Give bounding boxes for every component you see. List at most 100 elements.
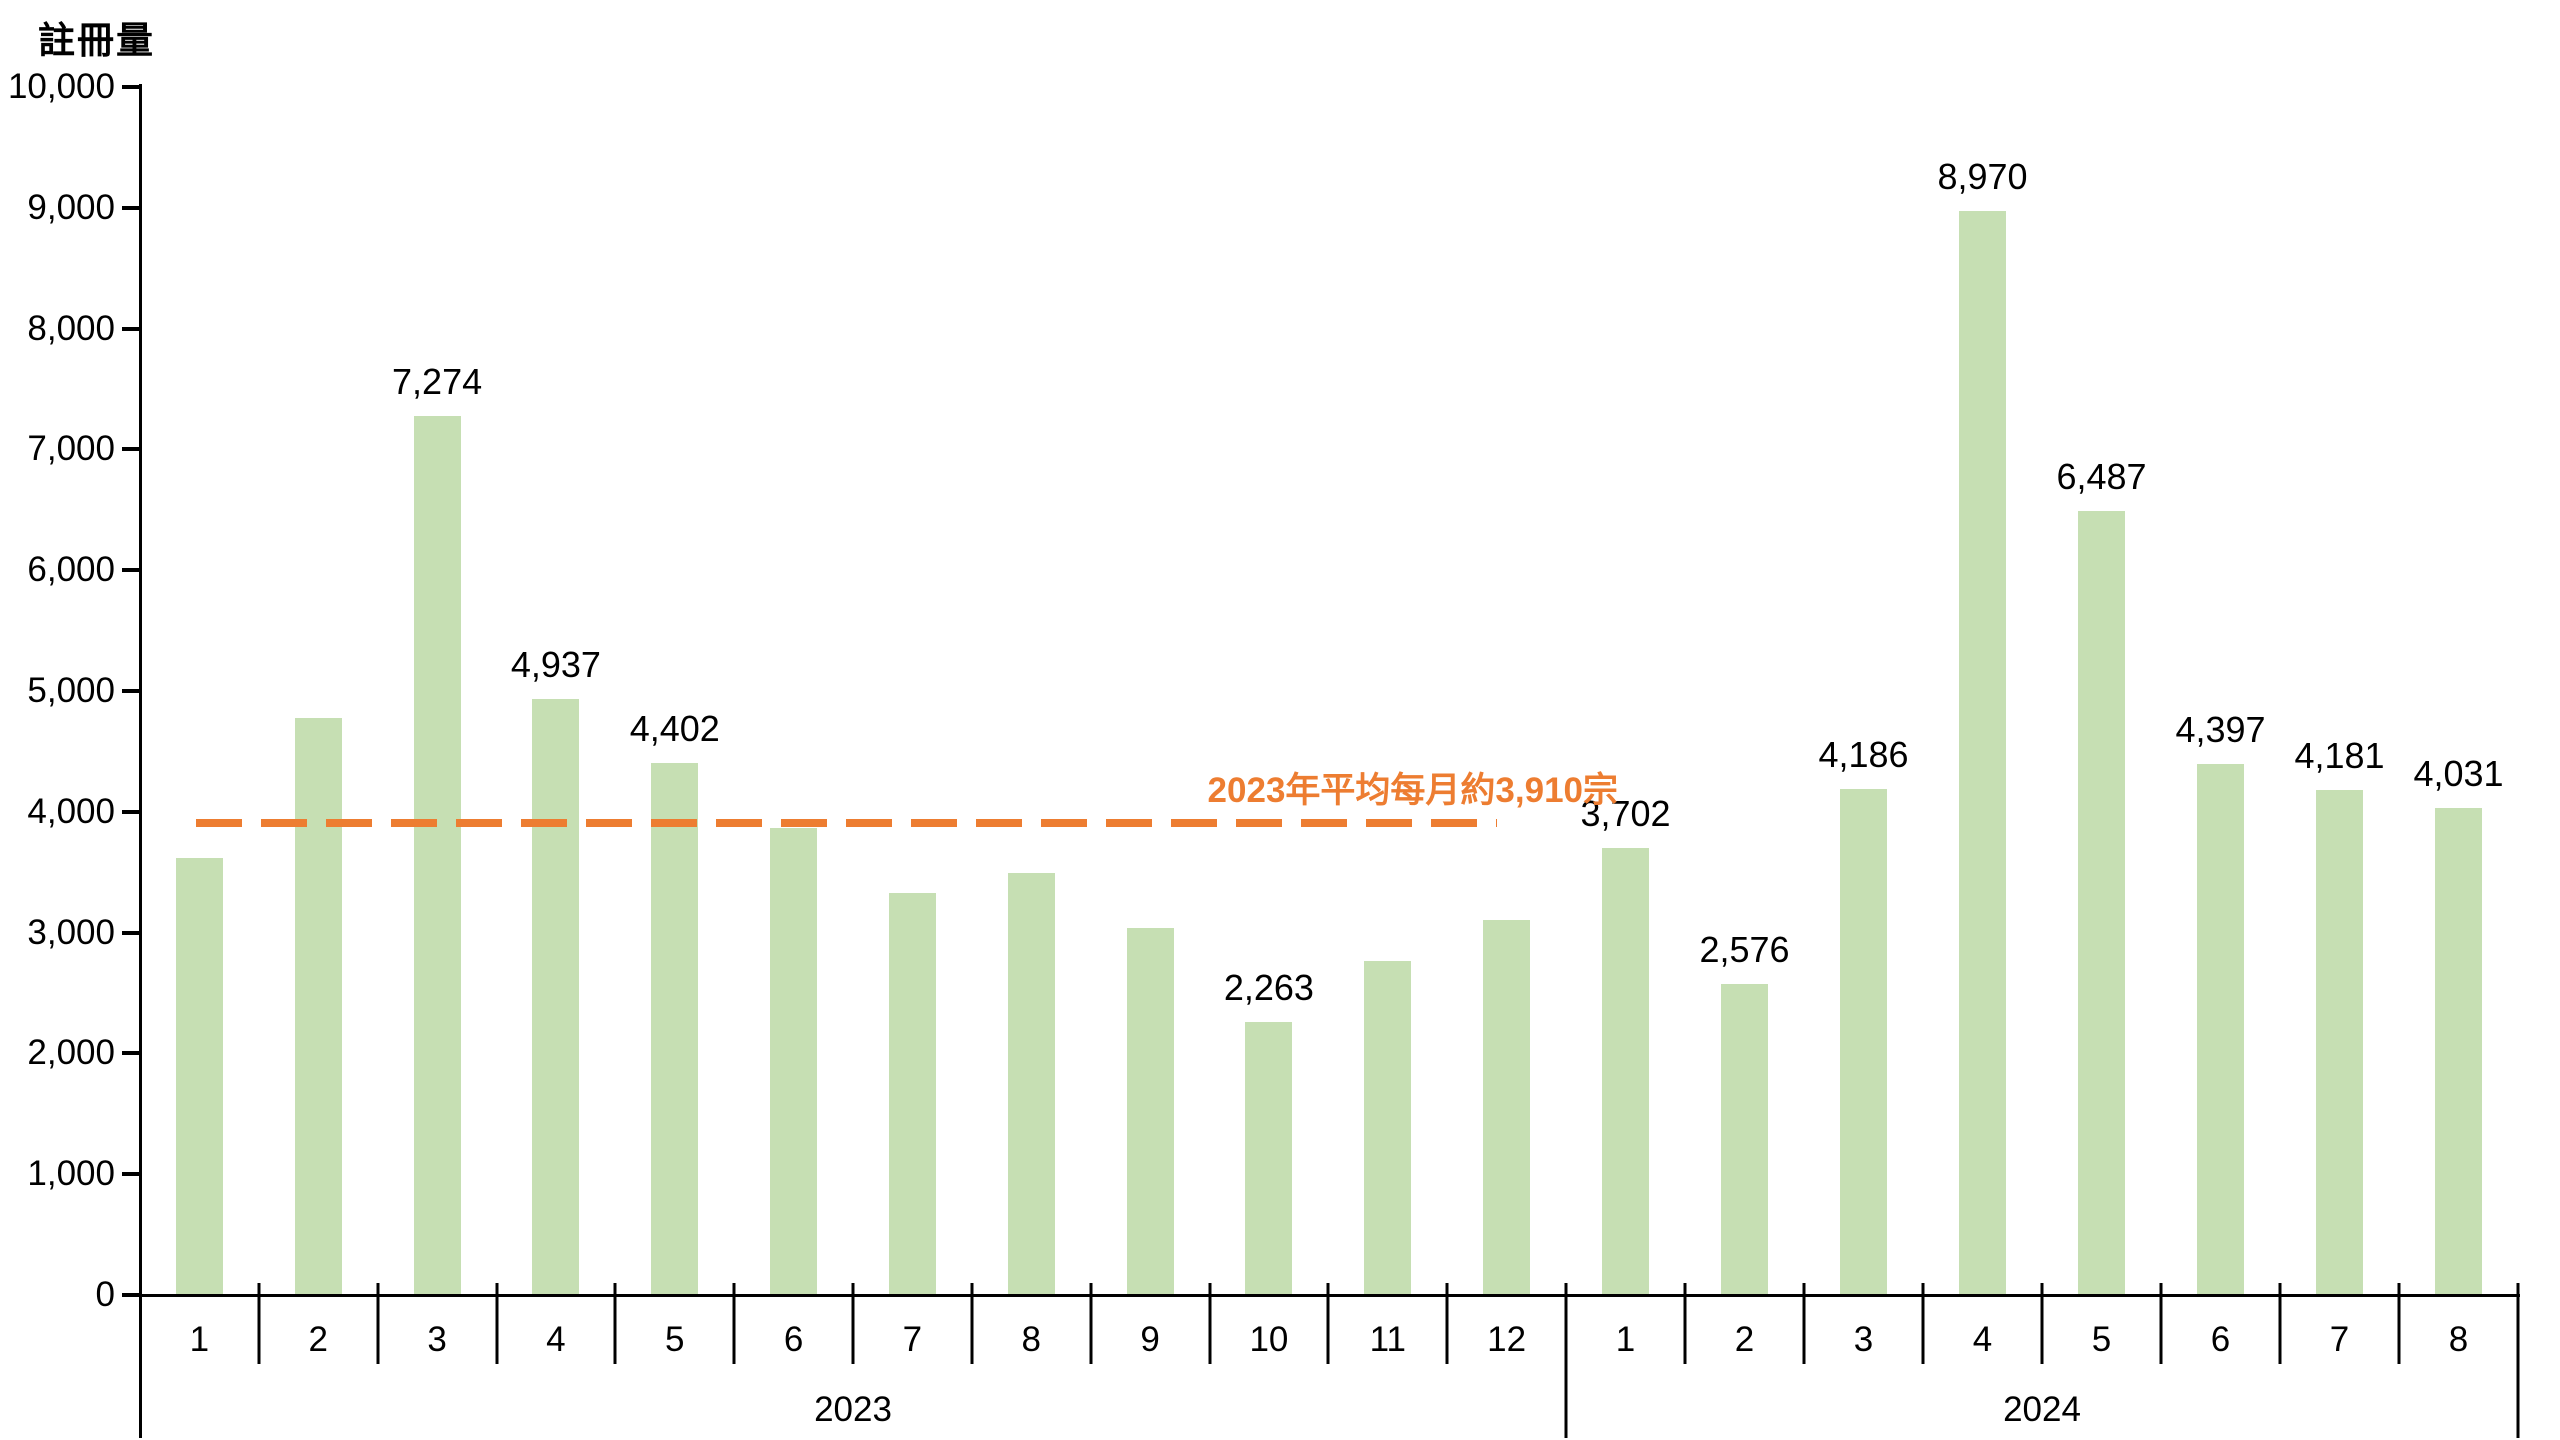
month-divider: [1802, 1283, 1806, 1364]
y-tick-mark: [122, 205, 139, 210]
bar-2024-4: [1959, 211, 2006, 1295]
y-tick-label: 7,000: [27, 429, 115, 469]
x-month-label-2024-7: 7: [2329, 1320, 2350, 1359]
x-month-label-2024-5: 5: [2091, 1320, 2112, 1359]
month-divider: [376, 1283, 380, 1364]
bar-2023-8: [1007, 873, 1055, 1295]
y-tick-mark: [122, 1293, 139, 1297]
bar-2023-7: [888, 893, 936, 1295]
average-dashed-line: [196, 818, 1497, 827]
bar-2023-12: [1483, 919, 1531, 1295]
x-month-label-2023-2: 2: [308, 1320, 328, 1359]
bar-value-label-2023-4: 4,937: [510, 643, 601, 685]
bar-2024-3: [1840, 789, 1887, 1295]
y-tick-mark: [122, 1172, 139, 1177]
y-tick-label: 4,000: [27, 791, 115, 831]
bar-value-label-2024-1: 3,702: [1580, 792, 1671, 834]
x-year-label-2024: 2024: [2003, 1390, 2081, 1429]
bar-value-label-2024-4: 8,970: [1937, 156, 2028, 198]
month-divider: [1089, 1283, 1093, 1364]
x-month-label-2023-7: 7: [902, 1320, 923, 1359]
bar-value-label-2024-8: 4,031: [2413, 753, 2504, 795]
x-month-label-2023-3: 3: [427, 1320, 447, 1359]
month-divider: [1683, 1283, 1687, 1364]
bar-2024-1: [1602, 847, 1649, 1295]
month-divider: [2397, 1283, 2401, 1364]
bar-value-label-2023-5: 4,402: [629, 708, 720, 750]
x-month-label-2024-1: 1: [1615, 1320, 1636, 1359]
x-month-label-2024-6: 6: [2210, 1320, 2231, 1359]
bar-value-label-2024-7: 4,181: [2294, 734, 2385, 776]
bar-2024-6: [2197, 763, 2244, 1295]
bar-value-label-2024-5: 6,487: [2056, 456, 2147, 498]
x-month-label-2023-11: 11: [1369, 1320, 1406, 1359]
bar-2023-1: [175, 857, 223, 1295]
y-tick-mark: [122, 326, 139, 331]
x-month-label-2023-9: 9: [1140, 1320, 1160, 1359]
x-month-label-2023-10: 10: [1249, 1320, 1289, 1359]
year-section-divider: [1564, 1283, 1568, 1438]
month-divider: [1445, 1283, 1449, 1364]
y-tick-label: 0: [95, 1275, 115, 1314]
y-tick-label: 1,000: [27, 1154, 115, 1194]
y-tick-label: 2,000: [27, 1033, 115, 1073]
month-divider: [851, 1283, 855, 1364]
y-tick-label: 6,000: [27, 550, 115, 590]
bar-2024-8: [2435, 808, 2482, 1295]
month-divider: [1921, 1283, 1925, 1364]
x-month-label-2023-8: 8: [1021, 1320, 1041, 1359]
month-divider: [732, 1283, 736, 1364]
month-divider: [2159, 1283, 2163, 1364]
bar-2024-7: [2316, 789, 2363, 1295]
x-month-label-2024-8: 8: [2448, 1320, 2469, 1359]
x-month-label-2024-2: 2: [1734, 1320, 1755, 1359]
x-month-label-2023-12: 12: [1487, 1320, 1527, 1359]
y-tick-label: 10,000: [7, 67, 115, 106]
y-axis-title: 註冊量: [38, 20, 155, 61]
bar-2023-9: [1126, 927, 1174, 1295]
month-divider: [970, 1283, 974, 1364]
y-tick-mark: [122, 930, 139, 935]
x-month-label-2024-3: 3: [1853, 1320, 1874, 1359]
bar-2023-5: [651, 763, 699, 1295]
bar-2023-11: [1364, 960, 1412, 1295]
y-tick-label: 8,000: [27, 308, 115, 348]
year-section-divider: [2516, 1283, 2520, 1438]
y-tick-label: 9,000: [27, 187, 115, 227]
month-divider: [1208, 1283, 1211, 1364]
y-tick-mark: [122, 85, 139, 89]
month-divider: [2040, 1283, 2044, 1364]
bar-2023-3: [413, 416, 461, 1295]
bar-2024-5: [2078, 511, 2125, 1295]
average-line-label: 2023年平均每月約3,910宗: [1207, 771, 1618, 810]
y-tick-mark: [122, 447, 139, 452]
bar-value-label-2024-2: 2,576: [1699, 928, 1790, 970]
y-tick-label: 5,000: [27, 671, 115, 710]
bar-2023-2: [294, 717, 342, 1295]
x-month-label-2023-5: 5: [665, 1320, 685, 1359]
y-tick-label: 3,000: [27, 912, 115, 952]
y-tick-mark: [122, 809, 139, 814]
x-month-label-2023-6: 6: [783, 1320, 804, 1359]
bar-2023-6: [770, 827, 818, 1295]
x-month-label-2023-4: 4: [546, 1320, 566, 1359]
y-tick-mark: [122, 1051, 139, 1056]
bar-value-label-2024-6: 4,397: [2175, 708, 2266, 750]
bar-value-label-2024-3: 4,186: [1818, 734, 1909, 776]
x-month-label-2024-4: 4: [1972, 1320, 1993, 1359]
month-divider: [495, 1283, 498, 1364]
month-divider: [257, 1283, 261, 1364]
bar-value-label-2023-3: 7,274: [392, 361, 483, 403]
x-year-label-2023: 2023: [814, 1390, 892, 1429]
bar-2023-4: [532, 698, 580, 1295]
month-divider: [2278, 1283, 2282, 1364]
y-axis-line: [138, 84, 142, 1438]
bar-value-label-2023-10: 2,263: [1223, 966, 1314, 1008]
x-month-label-2023-1: 1: [189, 1320, 210, 1359]
bar-2024-2: [1721, 983, 1768, 1295]
y-tick-mark: [122, 568, 139, 573]
y-tick-mark: [122, 689, 139, 693]
bar-2023-10: [1245, 1021, 1293, 1295]
month-divider: [613, 1283, 617, 1364]
month-divider: [1326, 1283, 1330, 1364]
